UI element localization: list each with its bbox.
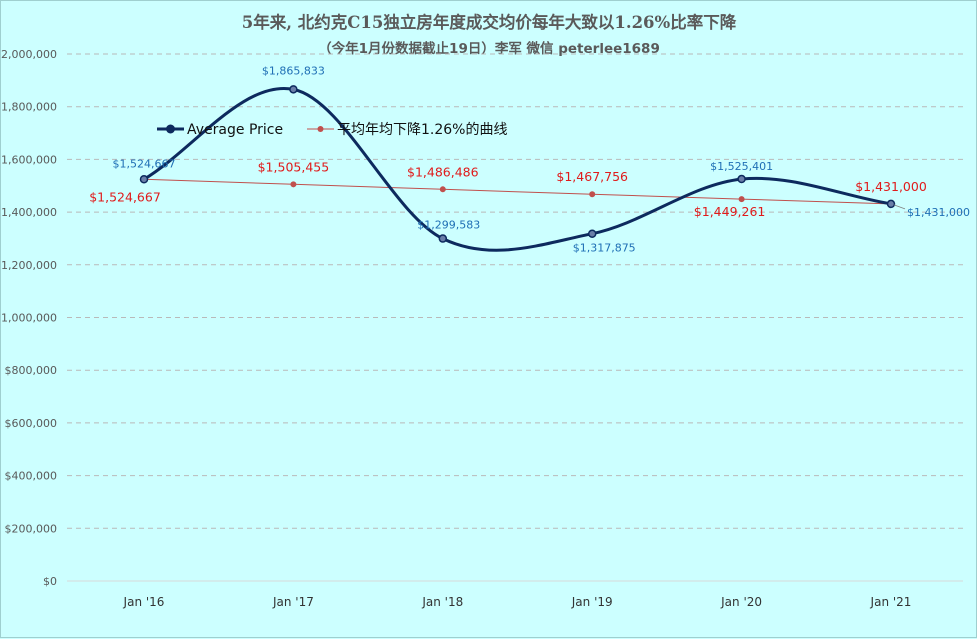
label-leader-line [893, 204, 906, 210]
x-tick-label: Jan '17 [272, 595, 314, 609]
y-tick-label: $600,000 [5, 417, 58, 430]
average-price-label: $1,299,583 [417, 219, 480, 232]
legend-marker-trend [317, 126, 324, 132]
average-price-label: $1,865,833 [262, 64, 325, 77]
y-tick-label: $1,600,000 [1, 153, 57, 166]
trend-point [290, 181, 297, 188]
trend-point [589, 191, 596, 198]
y-tick-label: $200,000 [5, 522, 58, 535]
average-price-label: $1,525,401 [710, 160, 773, 173]
average-price-line [143, 86, 892, 252]
y-tick-label: $1,000,000 [1, 312, 57, 325]
chart-subtitle: （今年1月份数据截止19日）李军 微信 peterlee1689 [318, 40, 660, 57]
legend-label-trend: 平均年均下降1.26%的曲线 [337, 122, 507, 138]
legend-marker-average-price [166, 124, 175, 134]
axes: $0 $200,000 $400,000 $600,000 $800,000 $1,000… [1, 48, 963, 609]
trend-label: $1,486,486 [407, 164, 479, 179]
average-price-label: $1,431,000 [907, 206, 970, 219]
y-tick-label: $0 [43, 575, 57, 588]
series-layer [139, 85, 896, 252]
trend-label: $1,467,756 [556, 169, 628, 184]
y-tick-label: $400,000 [5, 470, 58, 483]
average-price-point [139, 175, 149, 184]
y-tick-label: $1,400,000 [1, 206, 57, 219]
average-price-point [587, 229, 597, 238]
legend-label-average-price: Average Price [187, 122, 283, 138]
x-tick-label: Jan '21 [870, 595, 912, 609]
trend-label: $1,524,667 [89, 189, 161, 204]
y-tick-label: $2,000,000 [1, 48, 57, 61]
y-tick-label: $1,200,000 [1, 259, 57, 272]
legend: Average Price 平均年均下降1.26%的曲线 [157, 122, 507, 138]
trend-line [143, 178, 892, 205]
data-labels: $1,524,667 $1,865,833 $1,299,583 $1,317,875… [89, 64, 970, 254]
y-tick-label: $800,000 [5, 364, 58, 377]
trend-label: $1,449,261 [694, 204, 766, 219]
trend-label: $1,431,000 [855, 179, 927, 194]
average-price-point [438, 234, 448, 243]
x-tick-label: Jan '20 [720, 595, 762, 609]
chart-title: 5年来, 北约克C15独立房年度成交均价每年大致以1.26%比率下降 [242, 12, 737, 32]
x-tick-label: Jan '16 [123, 595, 165, 609]
trend-label: $1,505,455 [258, 159, 330, 174]
trend-point [738, 196, 745, 203]
average-price-label: $1,524,667 [113, 157, 176, 170]
trend-point [439, 186, 446, 193]
average-price-point [737, 174, 746, 184]
average-price-point [289, 85, 298, 94]
x-tick-label: Jan '19 [571, 595, 613, 609]
average-price-point [886, 199, 896, 209]
x-tick-label: Jan '18 [421, 595, 463, 609]
average-price-label: $1,317,875 [573, 242, 636, 255]
y-tick-label: $1,800,000 [1, 101, 57, 114]
